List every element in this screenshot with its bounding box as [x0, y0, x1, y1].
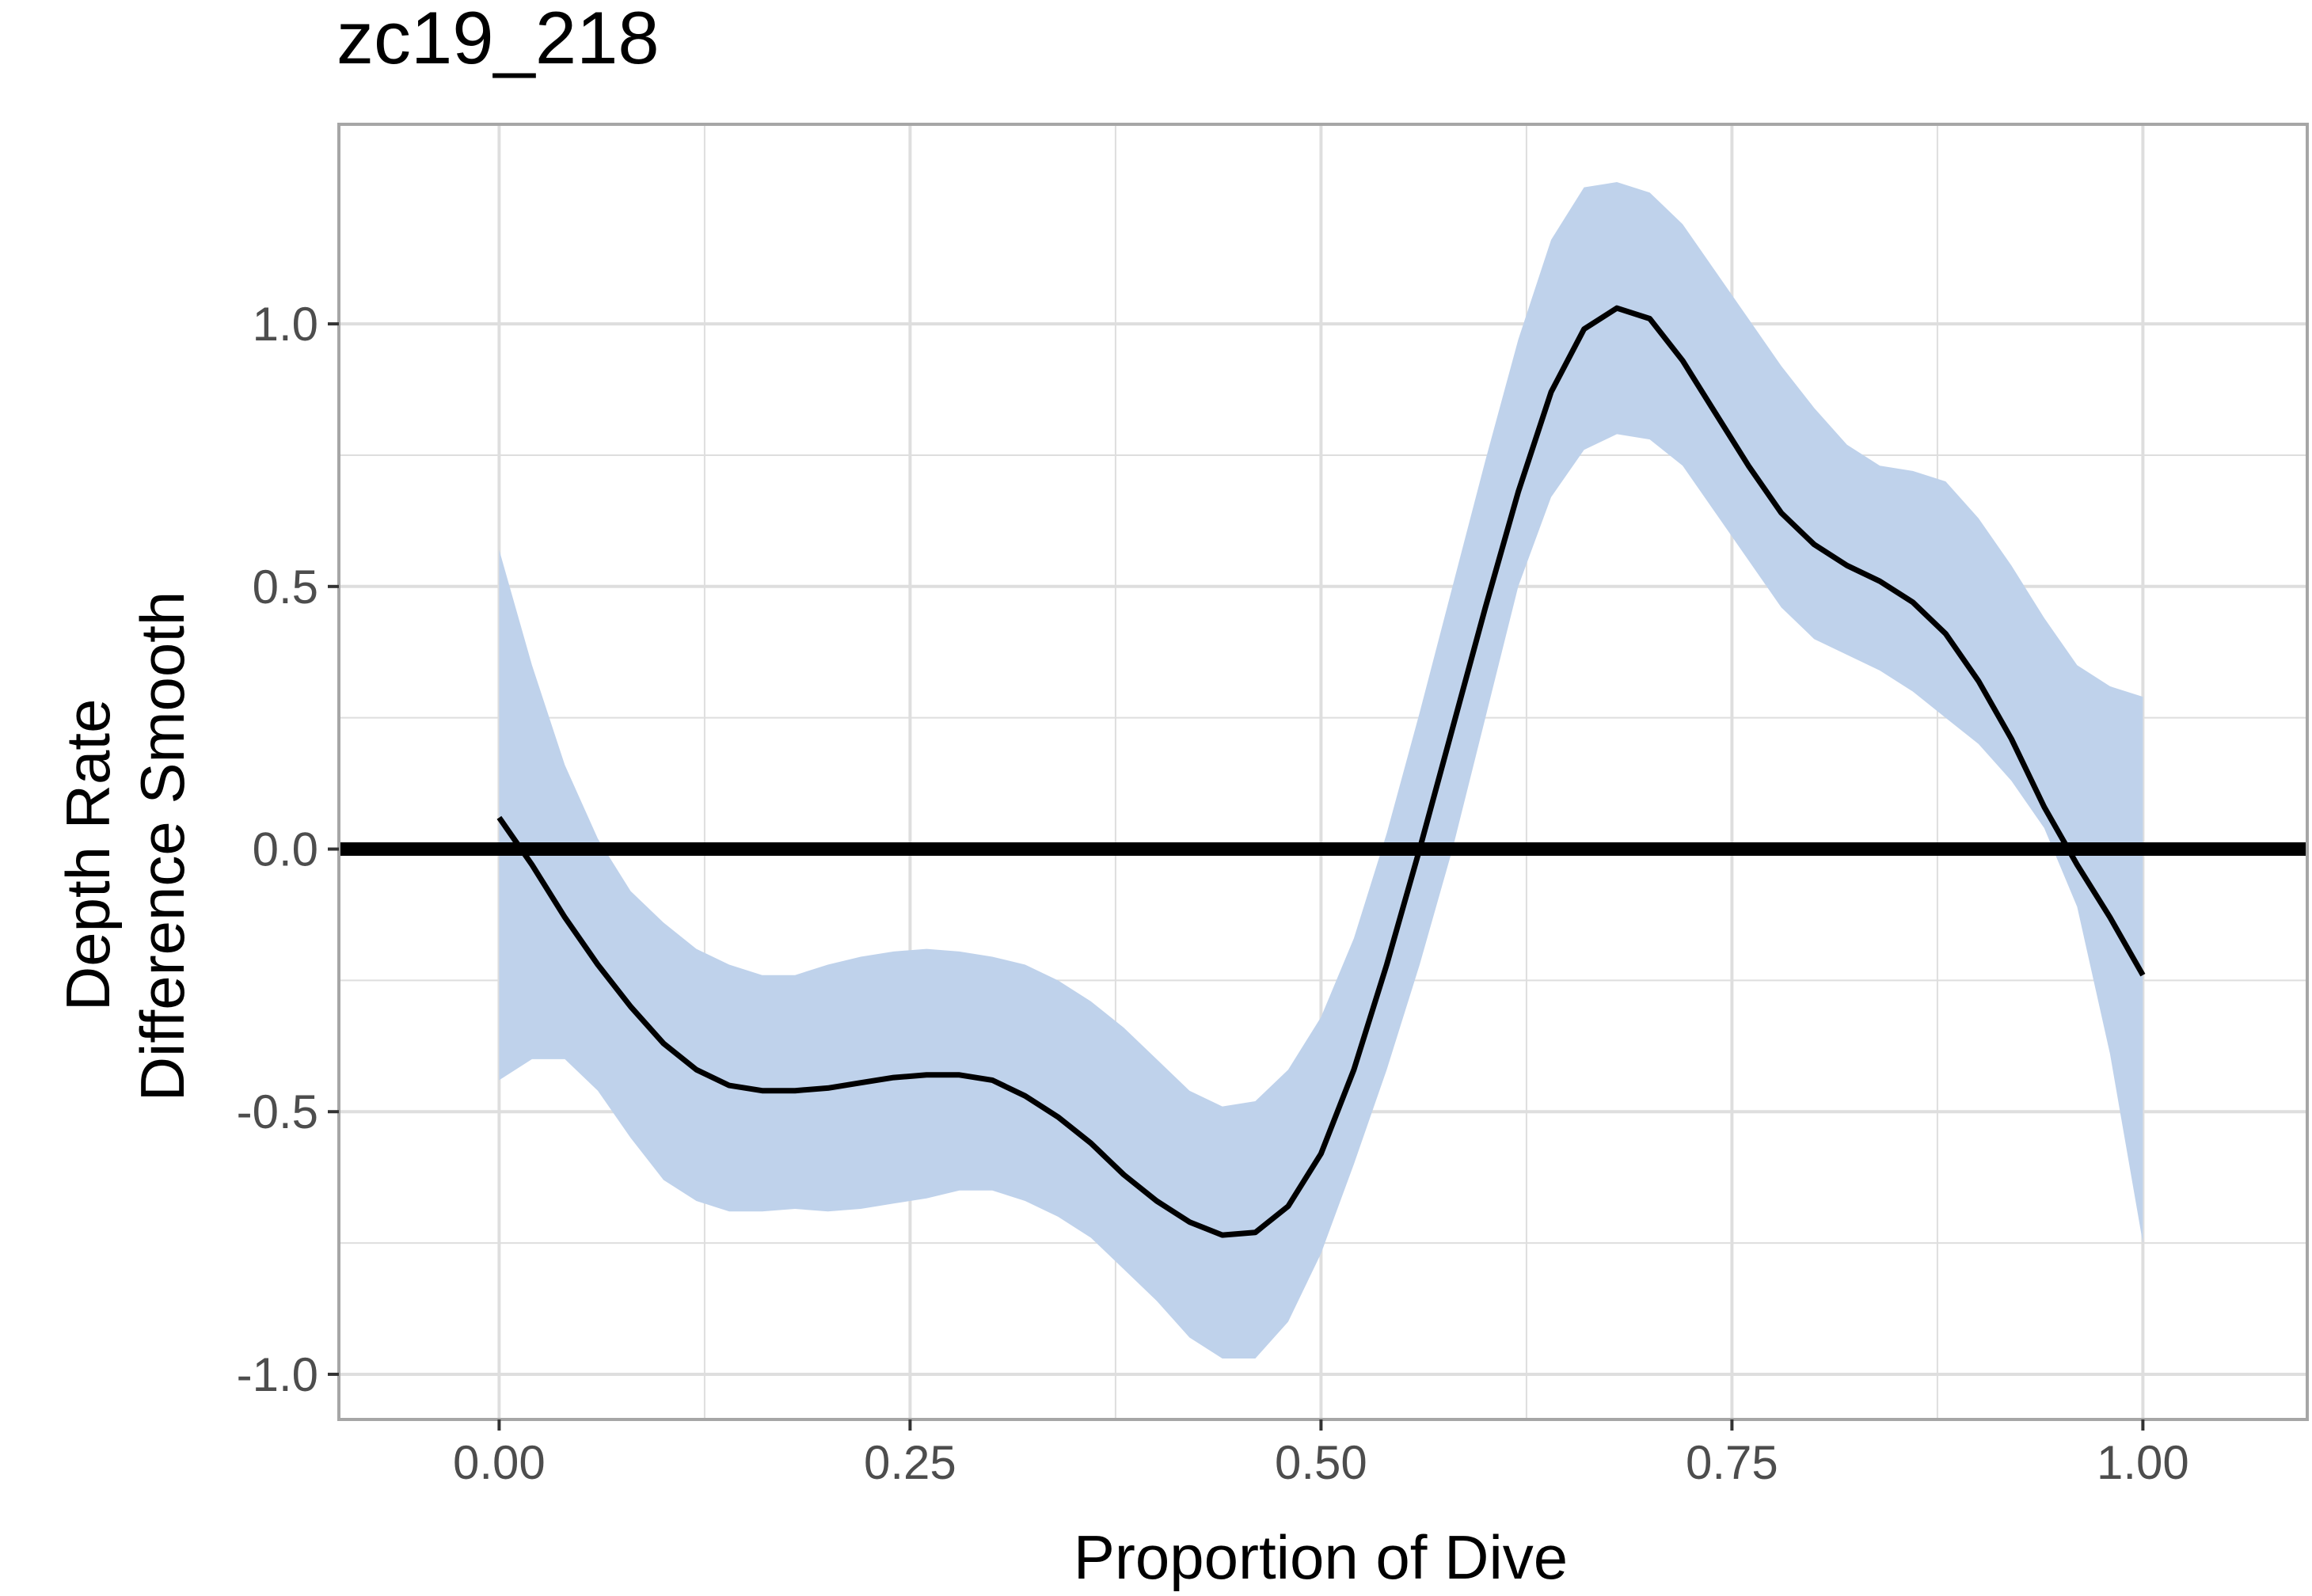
- confidence-band: [499, 182, 2143, 1358]
- x-tick-label: 0.25: [864, 1436, 956, 1489]
- y-axis-title-line-1: Depth Rate: [53, 699, 123, 1012]
- x-tick-label: 0.75: [1686, 1436, 1778, 1489]
- y-axis-title: Depth Rate Difference Smooth: [53, 591, 197, 1102]
- x-tick-label: 0.00: [453, 1436, 546, 1489]
- y-tick-label: 1.0: [253, 298, 318, 351]
- y-tick-label: -0.5: [237, 1085, 318, 1138]
- smooth-line: [496, 305, 2146, 1238]
- x-axis-title: Proportion of Dive: [1074, 1522, 1568, 1592]
- x-tick-label: 1.00: [2097, 1436, 2189, 1489]
- panel-border: [337, 123, 2309, 1421]
- y-axis-title-line-2: Difference Smooth: [127, 591, 197, 1102]
- x-tick-label: 0.50: [1275, 1436, 1367, 1489]
- y-tick-label: 0.0: [253, 823, 318, 876]
- chart-title: zc19_218: [337, 0, 660, 79]
- y-tick-label: 0.5: [253, 560, 318, 614]
- y-tick-label: -1.0: [237, 1348, 318, 1401]
- plot-area: 0.00 0.25 0.50 0.75 1.00 -1.0 -0.5 0.0 0.5 1.0: [237, 123, 2309, 1489]
